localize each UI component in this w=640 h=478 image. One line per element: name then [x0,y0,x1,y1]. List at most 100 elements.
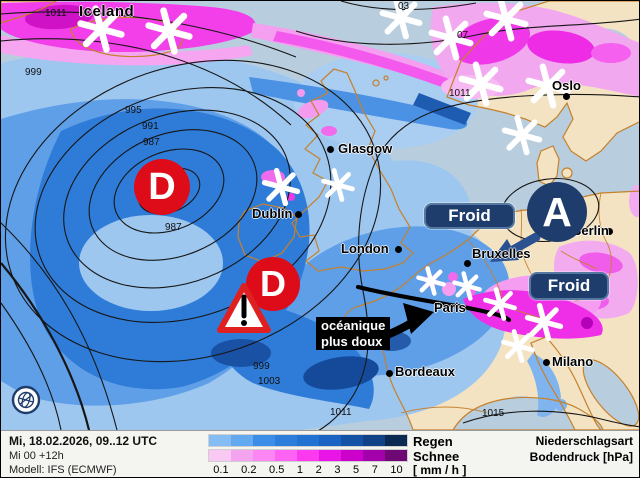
colorbar-segment [275,435,297,446]
globe-logo-icon [11,385,41,415]
snowflake-icon [428,15,474,61]
snowflake-icon [321,168,355,202]
colorbar-segment [319,435,341,446]
legend-unit: [ mm / h ] [413,463,467,477]
isobar-value-label: 999 [25,67,42,78]
colorbar-segment [297,435,319,446]
snowflake-icon [525,63,571,109]
isobar-value-label: 995 [125,105,142,116]
snowflake-icon [452,271,482,301]
snowflake-icon [416,266,446,296]
legend-ticks: 0.1 0.2 0.5 1 2 3 5 7 10 [207,464,409,476]
colorbar-segment [341,450,363,461]
city-label-milano: Milano [552,354,594,369]
colorbar-segment [231,435,253,446]
pressure-title: Bodendruck [hPa] [529,450,633,464]
legend-tick: 0.2 [241,464,257,476]
snowflake-icon [524,302,564,342]
city-dot-bordeaux [385,369,393,377]
isobar-value-label: 1011 [449,88,471,99]
isobar-value-label: 1011 [330,407,352,418]
snowflake-icon [145,7,193,55]
froid-label-1: Froid [424,203,515,229]
colorbar-segment [209,435,231,446]
colorbar-segment [385,435,407,446]
isobar-value-label: 1011 [45,8,67,19]
isobar-value-label: 987 [143,137,160,148]
snowflake-icon [77,5,125,53]
snowflake-icon [458,61,504,107]
region-label-iceland: Iceland [79,3,135,20]
isobar-value-label: 03 [398,1,410,12]
isobar-value-label: 1015 [482,408,505,419]
legend-footer: Mi, 18.02.2026, 09..12 UTC Mi 00 +12h Mo… [1,430,639,477]
city-dot-oslo [562,92,570,100]
legend-tick: 1 [296,464,304,476]
isobar-value-label: 07 [457,30,469,41]
legend-tick: 5 [353,464,360,476]
colorbar-segment [341,435,363,446]
cold-air-arrow-icon [490,232,541,262]
city-label-bruxelles: Bruxelles [472,246,531,261]
run-info: Mi, 18.02.2026, 09..12 UTC Mi 00 +12h Mo… [9,434,157,476]
map-area: Iceland Oslo Glasgow Dublin London Bruxelles… [1,1,639,430]
oceanique-line1: océanique [321,317,386,333]
city-dot-glasgow [326,145,334,153]
colorbar-segment [275,450,297,461]
snowflakes-layer [77,1,571,363]
city-label-paris: Paris [434,300,466,315]
snowflake-icon [483,1,529,42]
city-dot-dublin [294,210,302,218]
snow-areas [1,1,639,339]
colorbar-segment [209,450,231,461]
coastlines [1,1,639,430]
snow-colorbar [208,449,408,462]
precip-type-title: Niederschlagsart [535,434,633,448]
colorbar-segment [253,450,275,461]
legend-bars [208,434,408,465]
snowflake-icon [261,167,301,207]
colorbar-segment [297,450,319,461]
city-label-dublin: Dublin [252,206,293,221]
colorbar-segment [253,435,275,446]
snowflake-icon [501,329,535,363]
run-offset: Mi 00 +12h [9,450,64,462]
isobars [1,1,639,430]
legend-tick: 0.5 [269,464,285,476]
map-titles: Niederschlagsart Bodendruck [hPa] [530,434,633,466]
city-label-bordeaux: Bordeaux [395,364,455,379]
map-overlay: Iceland Oslo Glasgow Dublin London Bruxelles… [1,1,639,430]
city-label-london: London [341,241,389,256]
high-pressure-symbol: A [527,182,587,242]
city-dot-milano [542,358,550,366]
low-pressure-symbol-1: D [134,159,190,215]
colorbar-segment [363,435,385,446]
snowflake-icon [379,1,423,40]
legend-tick: 10 [390,464,403,476]
city-dot-berlin [605,227,613,235]
isobar-value-label: 987 [165,222,182,233]
colorbar-segment [231,450,253,461]
city-label-glasgow: Glasgow [338,141,393,156]
isobar-value-label: 999 [253,361,270,372]
isobar-value-label: 1003 [258,376,281,387]
colorbar-segment [319,450,341,461]
isobar-value-label: 991 [142,121,159,132]
rain-colorbar-label: Regen [413,434,453,449]
city-dot-bruxelles [463,259,471,267]
snowflake-icon [501,114,543,156]
city-dot-london [394,245,402,253]
colorbar-segment [385,450,407,461]
colorbar-segment [363,450,385,461]
model-name: Modell: IFS (ECMWF) [9,464,117,476]
snowflake-icon [483,287,517,321]
legend-tick: 7 [371,464,378,476]
legend-tick: 0.1 [213,464,229,476]
valid-time: Mi, 18.02.2026, 09..12 UTC [9,434,158,448]
oceanique-line2: plus doux [321,333,383,349]
snow-colorbar-label: Schnee [413,449,460,464]
oceanique-label: océanique plus doux [316,317,390,350]
legend-tick: 3 [334,464,341,476]
rain-colorbar [208,434,408,447]
